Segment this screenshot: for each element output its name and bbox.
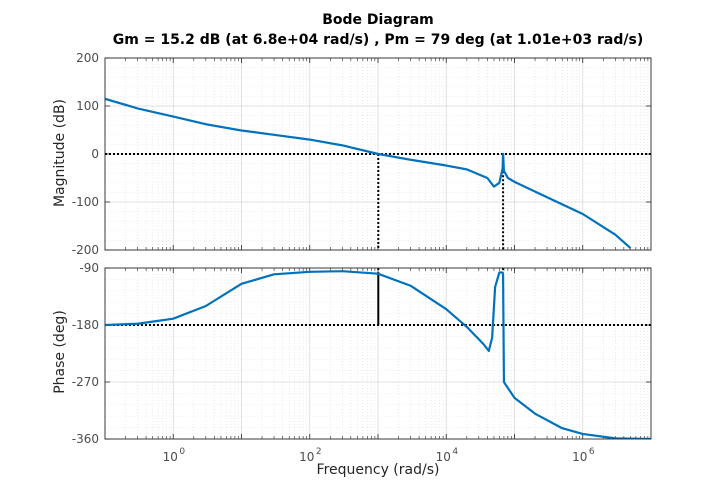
magnitude-axes-frame: [104, 57, 652, 251]
phase-ytick-label: -180: [72, 318, 99, 332]
xtick-label-exponent: 2: [316, 447, 322, 457]
magnitude-series-line: [105, 97, 632, 249]
frequency-xlabel: Frequency (rad/s): [316, 462, 440, 478]
xtick-label: 10: [572, 450, 587, 464]
xtick-label: 10: [436, 450, 451, 464]
phase-series-line: [105, 270, 651, 439]
magnitude-ytick-label: -200: [72, 243, 99, 257]
xtick-label: 10: [299, 450, 314, 464]
xtick-label: 10: [163, 450, 178, 464]
xtick-label-exponent: 6: [589, 447, 595, 457]
phase-axes-frame: [104, 267, 652, 440]
phase-ytick-label: -90: [79, 261, 99, 275]
xtick-label-exponent: 0: [179, 447, 185, 457]
magnitude-ytick-label: 0: [91, 147, 99, 161]
magnitude-ytick-label: 200: [76, 51, 99, 65]
magnitude-ytick-label: -100: [72, 195, 99, 209]
phase-ytick-label: -270: [72, 375, 99, 389]
magnitude-ytick-label: 100: [76, 99, 99, 113]
phase-ytick-label: -360: [72, 432, 99, 446]
xtick-label-exponent: 4: [452, 447, 458, 457]
chart-subtitle: Gm = 15.2 dB (at 6.8e+04 rad/s) , Pm = 7…: [112, 32, 644, 48]
chart-title: Bode Diagram: [322, 12, 434, 28]
